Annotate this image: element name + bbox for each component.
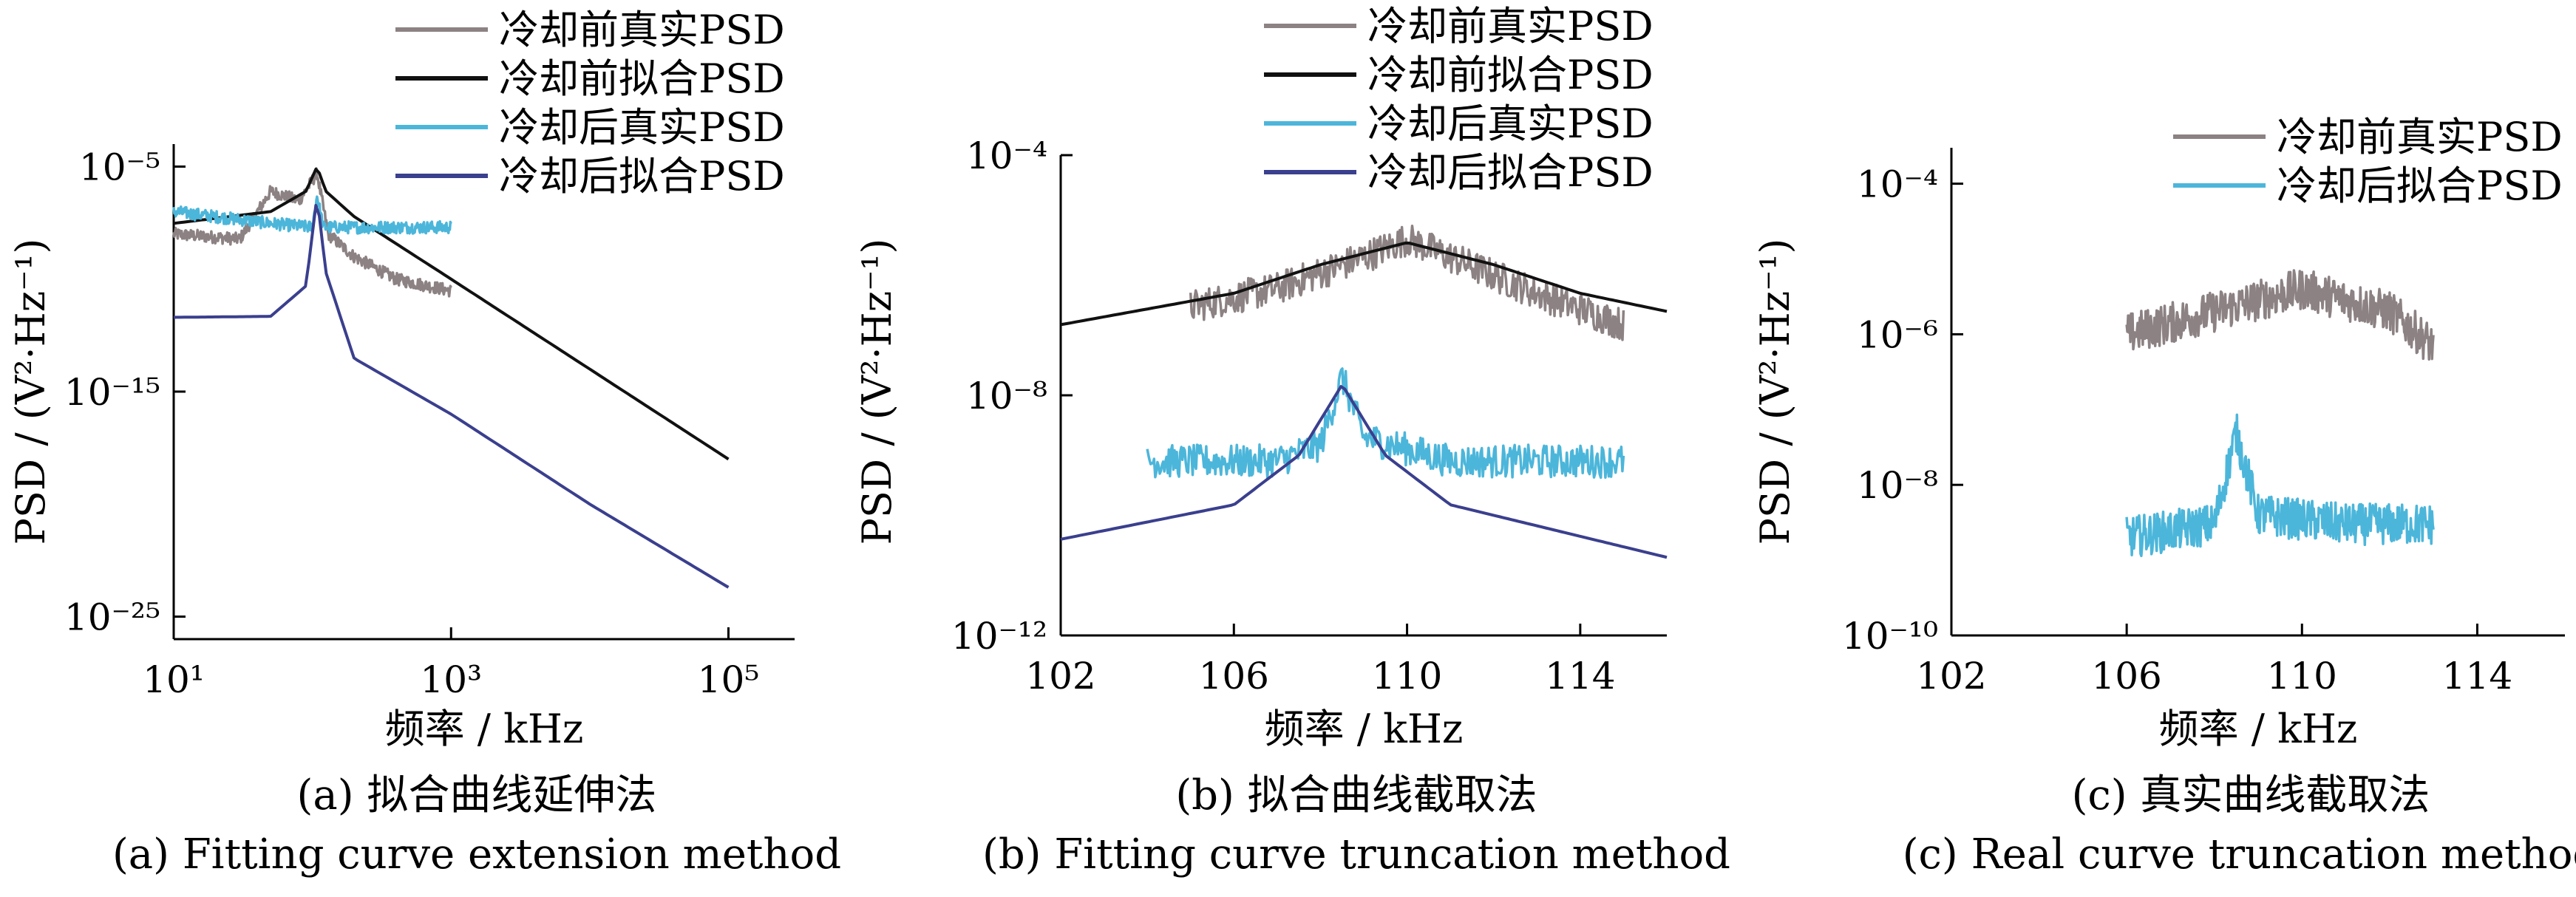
caption-zh: (b) 拟合曲线截取法 xyxy=(1175,771,1537,819)
y-tick-label: 10⁻⁸ xyxy=(1857,464,1938,507)
x-tick-label: 10³ xyxy=(420,658,482,701)
series-line-real_before xyxy=(2125,269,2435,361)
x-tick-label: 114 xyxy=(1545,655,1615,698)
y-tick-label: 10⁻¹⁵ xyxy=(64,371,160,414)
series-line-fit_after xyxy=(1060,385,1668,559)
y-axis-label: PSD / (V²·Hz⁻¹) xyxy=(1752,239,1798,545)
legend-label: 冷却前拟合PSD xyxy=(1367,52,1654,98)
series-line-real_after xyxy=(1146,367,1625,480)
legend-label: 冷却前拟合PSD xyxy=(499,55,785,102)
series-line-fit_before xyxy=(173,168,730,461)
x-axis-label: 频率 / kHz xyxy=(2159,706,2358,752)
x-tick-label: 10⁵ xyxy=(698,658,760,701)
chart-panel-1: 10¹ 10³ 10⁵ 10⁻⁵ 10⁻¹⁵ 10⁻²⁵ 频率 / kHz PSD / (V²… xyxy=(7,7,841,879)
chart-panel-2: 102 106 110 114 10⁻⁴ 10⁻⁸ 10⁻¹² 频率 / kHz PSD / (… xyxy=(854,3,1730,879)
y-tick-label: 10⁻⁶ xyxy=(1857,313,1938,356)
legend-label: 冷却后拟合PSD xyxy=(2277,163,2563,209)
y-tick-label: 10⁻¹² xyxy=(951,615,1047,658)
legend-label: 冷却后拟合PSD xyxy=(1367,149,1654,196)
y-tick-label: 10⁻⁸ xyxy=(966,375,1047,417)
series-line-real_after xyxy=(2125,413,2435,558)
series-line-fit_after xyxy=(173,204,730,589)
y-tick-label: 10⁻²⁵ xyxy=(64,596,160,639)
y-tick-label: 10⁻⁴ xyxy=(1857,163,1938,206)
chart-panel-3: 102 106 110 114 10⁻⁴ 10⁻⁶ 10⁻⁸ 10⁻¹⁰ 频率 / kHz PSD… xyxy=(1752,114,2576,879)
series-line-real_before xyxy=(1189,225,1625,341)
legend-label: 冷却后拟合PSD xyxy=(499,153,785,199)
x-tick-label: 102 xyxy=(1916,655,1986,698)
caption-en: (b) Fitting curve truncation method xyxy=(982,831,1730,879)
x-tick-label: 106 xyxy=(2091,655,2161,698)
x-tick-label: 106 xyxy=(1199,655,1269,698)
x-tick-label: 114 xyxy=(2442,655,2512,698)
y-tick-label: 10⁻⁵ xyxy=(79,146,160,188)
x-tick-label: 10¹ xyxy=(143,658,205,701)
caption-zh: (a) 拟合曲线延伸法 xyxy=(297,771,657,819)
x-tick-label: 102 xyxy=(1025,655,1095,698)
y-tick-label: 10⁻¹⁰ xyxy=(1842,615,1938,658)
series-line-fit_before xyxy=(1060,241,1668,327)
x-axis-label: 频率 / kHz xyxy=(1265,706,1464,752)
y-axis-label: PSD / (V²·Hz⁻¹) xyxy=(854,239,900,545)
caption-zh: (c) 真实曲线截取法 xyxy=(2072,771,2430,819)
legend-label: 冷却前真实PSD xyxy=(1367,3,1654,50)
y-tick-label: 10⁻⁴ xyxy=(966,134,1047,177)
x-tick-label: 110 xyxy=(1372,655,1442,698)
legend-label: 冷却后真实PSD xyxy=(1367,100,1654,147)
legend-label: 冷却后真实PSD xyxy=(499,104,785,151)
legend-label: 冷却前真实PSD xyxy=(2277,114,2563,160)
y-axis-label: PSD / (V²·Hz⁻¹) xyxy=(7,239,54,545)
caption-en: (c) Real curve truncation method xyxy=(1903,831,2576,879)
caption-en: (a) Fitting curve extension method xyxy=(112,831,841,879)
legend-label: 冷却前真实PSD xyxy=(499,7,785,53)
x-axis-label: 频率 / kHz xyxy=(385,706,584,752)
x-tick-label: 110 xyxy=(2267,655,2337,698)
